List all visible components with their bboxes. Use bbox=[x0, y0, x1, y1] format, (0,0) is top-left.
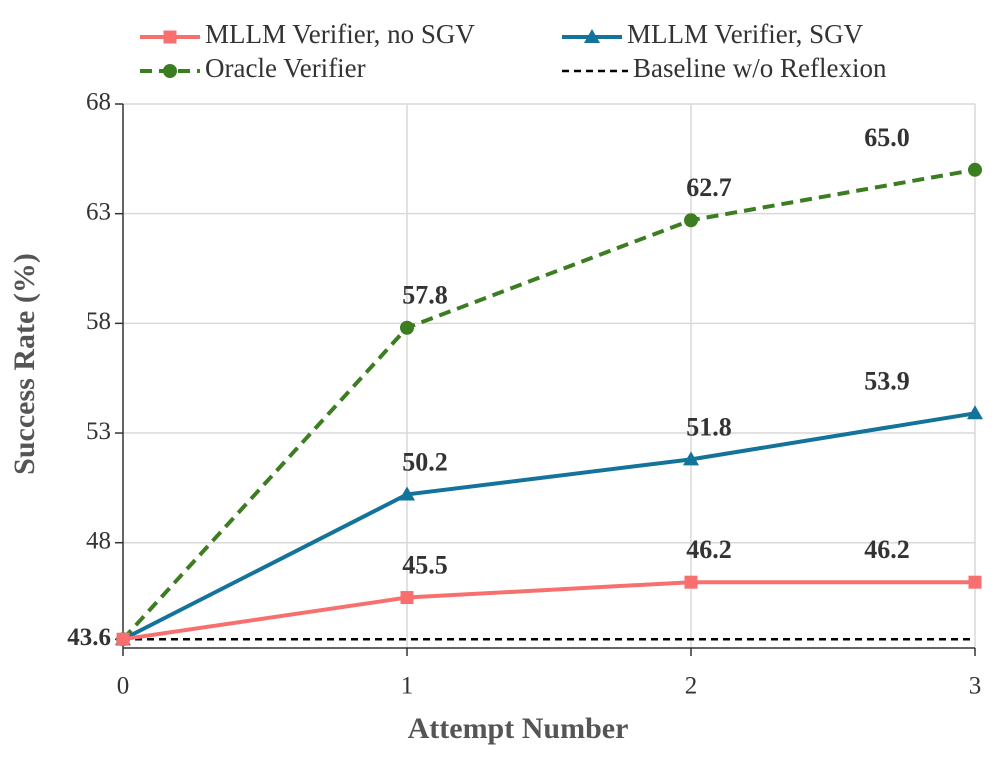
legend-text: Baseline w/o Reflexion bbox=[633, 53, 887, 83]
y-tick-label: 58 bbox=[86, 308, 111, 335]
point bbox=[116, 632, 130, 646]
value-label: 62.7 bbox=[686, 173, 732, 202]
x-tick-label: 0 bbox=[117, 673, 130, 700]
point bbox=[684, 213, 698, 228]
value-label: 57.8 bbox=[402, 281, 448, 310]
value-label: 51.8 bbox=[686, 412, 732, 441]
point bbox=[683, 451, 699, 466]
value-label: 50.2 bbox=[402, 447, 448, 476]
y-tick-label: 43.6 bbox=[67, 624, 111, 651]
x-tick-label: 1 bbox=[401, 673, 414, 700]
legend-text: MLLM Verifier, no SGV bbox=[205, 19, 475, 49]
series-line bbox=[122, 411, 976, 642]
y-tick-label: 53 bbox=[86, 418, 111, 445]
point bbox=[399, 486, 415, 501]
point bbox=[400, 591, 414, 605]
legend-marker bbox=[163, 30, 177, 44]
y-tick-label: 63 bbox=[86, 198, 111, 225]
point bbox=[968, 162, 982, 177]
point bbox=[400, 320, 414, 335]
value-label: 65.0 bbox=[864, 123, 910, 152]
legend-text: Oracle Verifier bbox=[205, 53, 366, 83]
point bbox=[968, 575, 982, 589]
series-line bbox=[122, 580, 975, 642]
value-label: 46.2 bbox=[864, 535, 910, 564]
x-tick-label: 3 bbox=[969, 673, 982, 700]
x-tick-label: 2 bbox=[685, 673, 698, 700]
legend-marker bbox=[584, 29, 600, 43]
y-tick-label: 48 bbox=[86, 527, 111, 554]
legend-text: MLLM Verifier, SGV bbox=[627, 19, 864, 49]
legend-marker bbox=[163, 64, 177, 78]
series-line bbox=[121, 167, 976, 641]
y-tick-label: 68 bbox=[86, 89, 111, 116]
x-axis-label: Attempt Number bbox=[408, 712, 629, 745]
point bbox=[967, 405, 983, 420]
value-label: 45.5 bbox=[402, 551, 448, 580]
value-label: 46.2 bbox=[686, 535, 732, 564]
point bbox=[684, 575, 698, 589]
value-label: 53.9 bbox=[864, 366, 910, 395]
y-axis-label: Success Rate (%) bbox=[8, 253, 41, 475]
